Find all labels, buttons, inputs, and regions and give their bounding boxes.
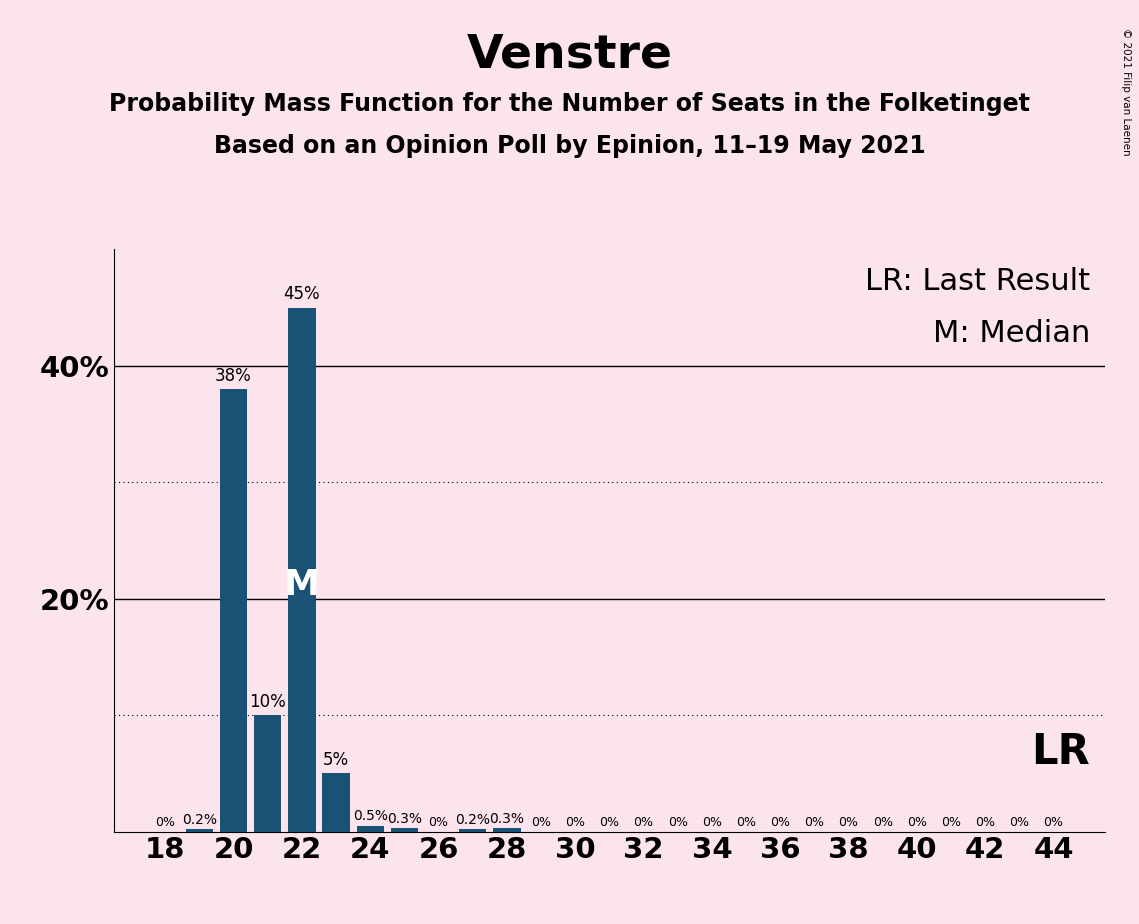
Bar	[220, 389, 247, 832]
Text: 0%: 0%	[838, 816, 859, 829]
Text: LR: LR	[1031, 732, 1090, 773]
Text: 0%: 0%	[736, 816, 756, 829]
Text: 0.2%: 0.2%	[456, 813, 490, 827]
Text: 0.3%: 0.3%	[387, 812, 421, 826]
Text: 0%: 0%	[907, 816, 927, 829]
Bar	[288, 308, 316, 832]
Bar	[186, 829, 213, 832]
Text: 0%: 0%	[531, 816, 551, 829]
Bar	[493, 828, 521, 832]
Text: 0%: 0%	[804, 816, 825, 829]
Text: 5%: 5%	[323, 750, 349, 769]
Text: 0%: 0%	[565, 816, 585, 829]
Text: 0%: 0%	[941, 816, 961, 829]
Bar	[459, 829, 486, 832]
Text: 0.5%: 0.5%	[353, 809, 387, 823]
Text: M: M	[284, 568, 320, 602]
Bar	[357, 826, 384, 832]
Text: 38%: 38%	[215, 367, 252, 384]
Text: © 2021 Filip van Laenen: © 2021 Filip van Laenen	[1121, 28, 1131, 155]
Text: 0%: 0%	[428, 816, 449, 829]
Text: Based on an Opinion Poll by Epinion, 11–19 May 2021: Based on an Opinion Poll by Epinion, 11–…	[214, 134, 925, 158]
Text: 0%: 0%	[872, 816, 893, 829]
Bar	[254, 715, 281, 832]
Text: 0.2%: 0.2%	[182, 813, 216, 827]
Text: 0%: 0%	[770, 816, 790, 829]
Bar	[322, 773, 350, 832]
Text: 0%: 0%	[1009, 816, 1030, 829]
Bar	[391, 828, 418, 832]
Text: 0%: 0%	[599, 816, 620, 829]
Text: 10%: 10%	[249, 692, 286, 711]
Text: LR: Last Result: LR: Last Result	[865, 267, 1090, 296]
Text: M: Median: M: Median	[933, 320, 1090, 348]
Text: 0.3%: 0.3%	[490, 812, 524, 826]
Text: 0%: 0%	[702, 816, 722, 829]
Text: Venstre: Venstre	[467, 32, 672, 78]
Text: 0%: 0%	[667, 816, 688, 829]
Text: 45%: 45%	[284, 285, 320, 303]
Text: Probability Mass Function for the Number of Seats in the Folketinget: Probability Mass Function for the Number…	[109, 92, 1030, 116]
Text: 0%: 0%	[633, 816, 654, 829]
Text: 0%: 0%	[975, 816, 995, 829]
Text: 0%: 0%	[155, 816, 175, 829]
Text: 0%: 0%	[1043, 816, 1064, 829]
